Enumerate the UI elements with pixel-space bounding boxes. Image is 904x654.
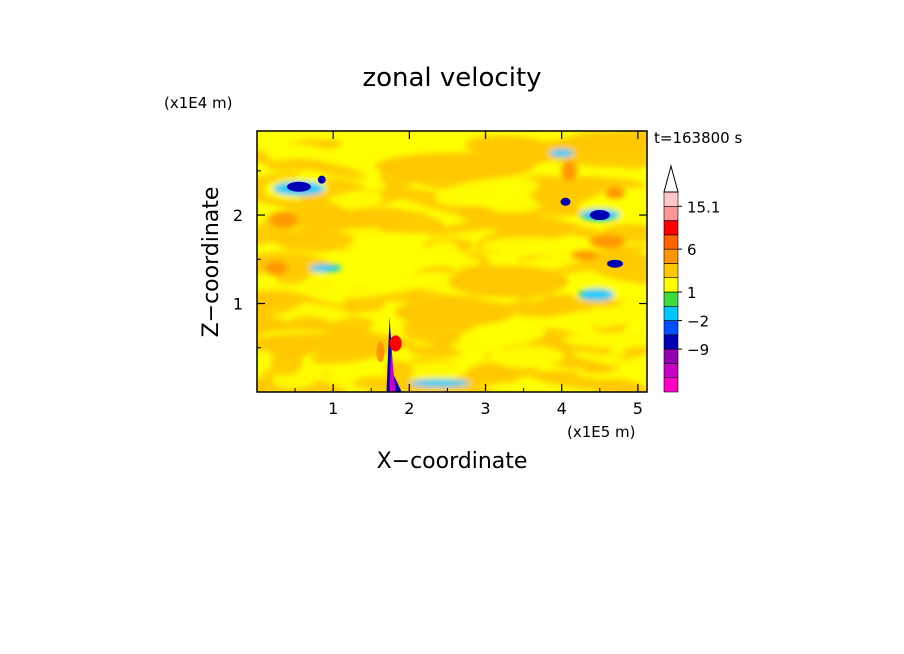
red-spot [389,335,402,352]
orange-blob [264,261,289,276]
blue-blob [560,197,571,206]
colorbar-segment [663,191,679,207]
field-band [274,228,354,253]
x-tick-label: 5 [633,399,643,418]
y-tick-label: 1 [233,295,243,314]
cyan-streak [577,288,614,301]
field-band [465,135,551,159]
colorbar-tick-label: 15.1 [687,198,720,216]
field-band [561,332,647,349]
colorbar-segment [663,363,679,379]
mountain-jet-core [389,347,396,392]
y-axis-label: Z−coordinate [199,187,224,338]
plot-frame [256,130,648,393]
time-label: t=163800 s [654,129,742,147]
field-texture [257,131,647,392]
field-band [500,212,615,240]
colorbar-segment [663,348,679,364]
x-tick-label: 1 [328,399,338,418]
colorbar-arrow [663,164,679,193]
field-band [612,148,647,170]
colorbar-segment [663,248,679,264]
field-band [535,294,575,307]
colorbar-segment [663,291,679,307]
field-band [583,282,647,310]
cyan-streak [549,149,574,158]
colorbar: 15.1 6 1 −2 −9 [663,164,720,393]
colorbar-segment [663,263,679,279]
blue-blob [286,181,311,192]
field-band [257,131,284,146]
orange-blob [570,249,599,260]
field-band [293,158,367,179]
field-band [464,362,509,387]
colorbar-segment [663,305,679,321]
field-band [418,145,454,154]
field-band [583,297,647,328]
orange-blob [589,234,626,249]
colorbar-segment [663,377,679,393]
colorbar-tick-label: 6 [687,241,697,259]
field-band [475,320,546,347]
x-tick-label: 4 [557,399,567,418]
colorbar-segment [663,334,679,350]
blue-blob [607,259,624,268]
field-band [270,351,303,376]
orange-blob [605,186,626,199]
cyan-streak [309,264,342,273]
field-band [531,374,645,392]
field-band [481,237,580,255]
chart-title: zonal velocity [362,63,541,93]
yellow-band [263,209,404,230]
colorbar-segment [663,205,679,221]
colorbar-segment [663,320,679,336]
field-band [570,351,647,372]
colorbar-tick-label: −2 [687,313,709,331]
blue-blob [589,210,610,221]
field-band [489,345,564,369]
orange-blob [561,160,578,181]
x-unit-label: (x1E5 m) [567,423,636,441]
colorbar-segment [663,234,679,250]
field-band [435,177,539,207]
blue-blob [317,175,326,184]
field-band [527,177,591,201]
field-band [568,131,647,155]
y-unit-label: (x1E4 m) [164,94,233,112]
yellow-band [257,333,388,354]
axes: 1 2 3 4 5 1 2 [233,131,647,418]
x-tick-label: 3 [480,399,490,418]
x-axis-label: X−coordinate [377,449,528,474]
orange-blob [269,211,298,228]
y-tick-label: 2 [233,206,243,225]
field-band [257,140,349,163]
yellow-band [395,298,516,327]
colorbar-tick-label: 1 [687,284,697,302]
yellow-band [375,152,536,181]
cyan-streak [409,379,470,388]
velocity-field [257,131,647,392]
x-tick-label: 2 [404,399,414,418]
colorbar-tick-label: −9 [687,341,709,359]
colorbar-segment [663,277,679,293]
yellow-band [448,265,569,298]
field-band [575,177,646,189]
field-band [422,241,460,264]
orange-streak [376,342,385,363]
colorbar-segment [663,220,679,236]
